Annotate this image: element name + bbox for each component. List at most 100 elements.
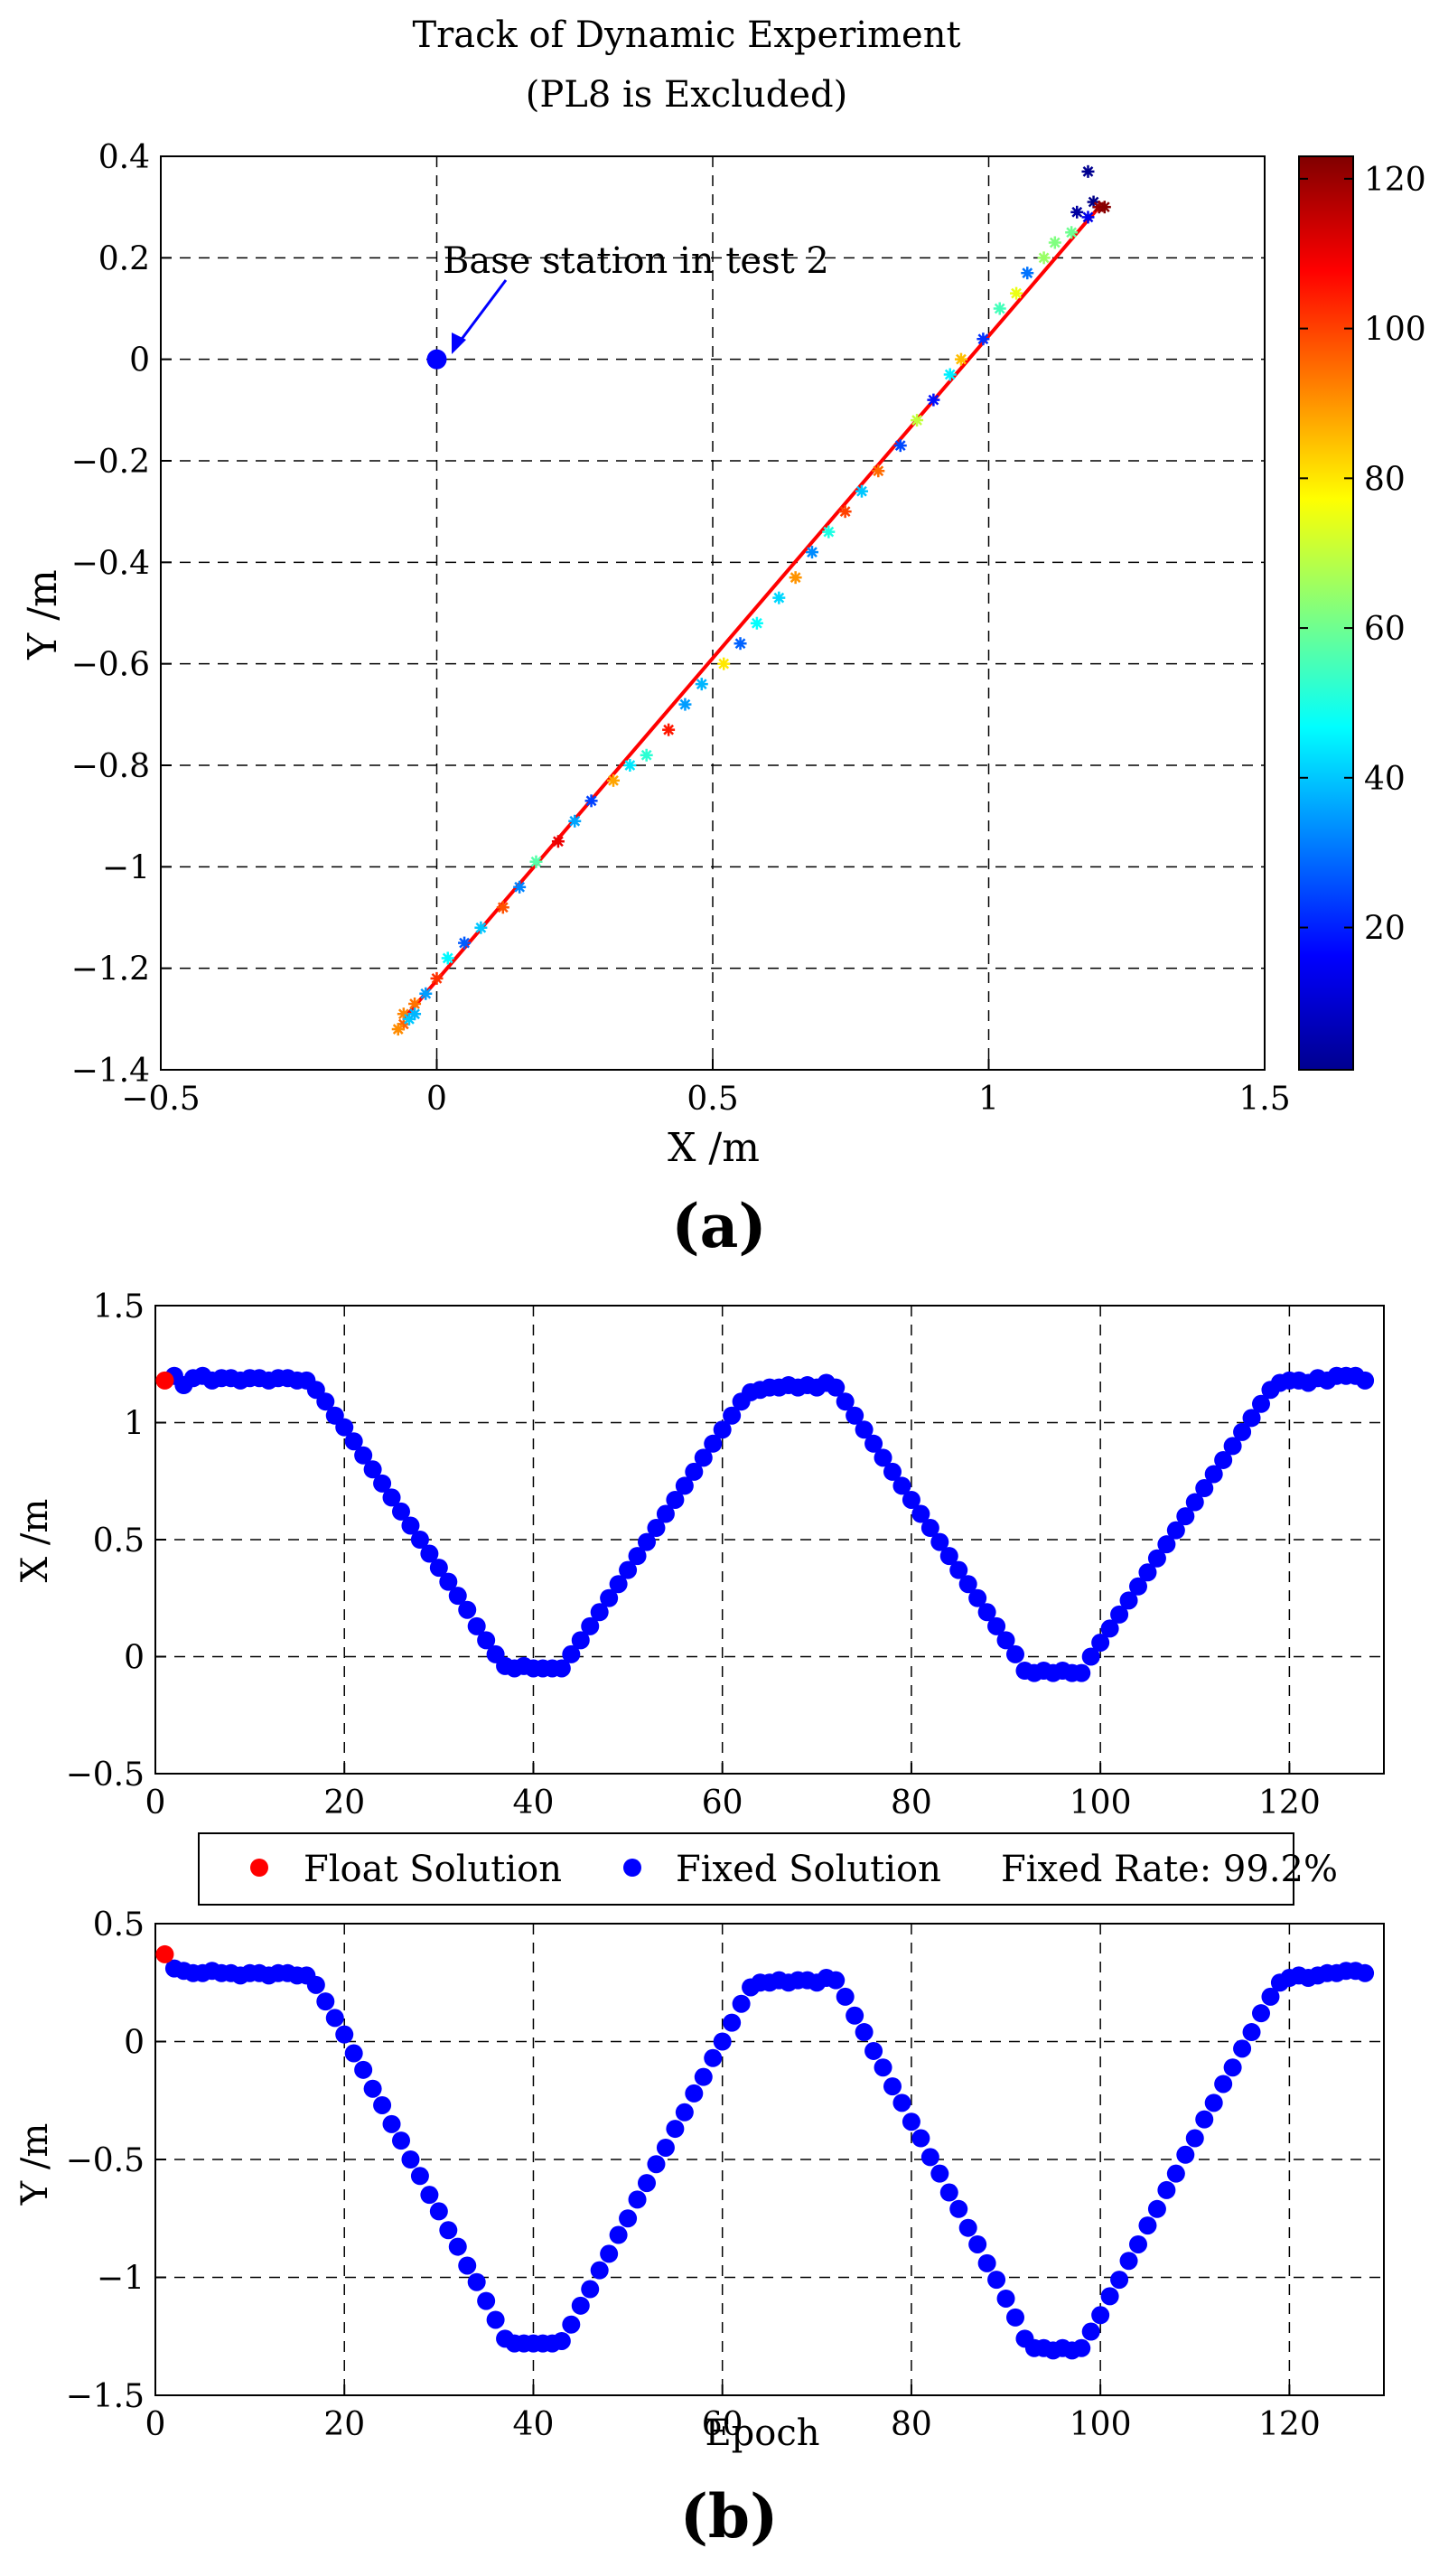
track-point [391,1023,405,1036]
fixed-solution-point [836,1987,855,2006]
chart-title-line-2: (PL8 is Excluded) [526,74,847,116]
fixed-solution-point [1129,2234,1147,2253]
track-point [1065,226,1079,239]
fixed-solution-point [638,2174,656,2193]
fixed-solution-point [316,1392,335,1411]
b-bottom-xtick-label: 0 [145,2406,166,2443]
track-point [551,835,565,848]
fixed-solution-point [382,2114,401,2133]
fixed-solution-point [477,2291,496,2310]
fixed-solution-point [590,1603,609,1622]
legend-float-label: Float Solution [304,1849,562,1890]
b-top-xtick-label: 60 [702,1784,743,1822]
legend-box [198,1832,1294,1906]
colorbar-tick-label: 20 [1364,911,1406,948]
a-xtick-label: 1 [978,1081,999,1118]
track-point [1037,251,1051,265]
fixed-solution-point [930,1532,949,1551]
a-ytick-label: −1 [102,849,150,886]
track-point [623,759,637,772]
fixed-solution-point [656,2138,675,2157]
fixed-solution-point [458,1600,477,1619]
track-point [568,814,582,828]
fixed-solution-point [373,1474,392,1493]
fixed-solution-point [883,1462,902,1481]
track-point [496,901,509,914]
a-ytick-label: −0.8 [71,748,150,785]
fixed-solution-point [883,2077,902,2096]
fixed-solution-point [1261,1987,1280,2006]
colorbar-tick-label: 40 [1364,761,1406,798]
fixed-solution-point [429,1559,448,1578]
b-bottom-ytick-label: −1.5 [66,2378,145,2415]
fixed-solution-point [1166,2164,1185,2183]
b-top-ytick-label: 1 [124,1406,145,1443]
fixed-solution-point [562,1644,581,1663]
y-axis-label-a: Y /m [20,569,66,660]
track-points [391,164,1111,1036]
panel-b-y-plot: 0 20 40 60 80 100 120 0.5 0 −0.5 −1 −1.5 Y /m Epoch… [14,1906,1385,2552]
fixed-solution-point [713,2032,732,2051]
fixed-solution-point [420,1544,439,1563]
fixed-solution-point [448,1587,467,1606]
fixed-solution-point [958,2218,977,2237]
fixed-solution-point [1081,2322,1100,2341]
track-point [408,1007,422,1021]
fixed-solution-point [552,1659,571,1678]
fixed-solution-point [382,1488,401,1507]
b-top-xtick-label: 80 [891,1784,932,1822]
fixed-solution-point [1252,2004,1270,2023]
fixed-solution-point [571,1631,590,1650]
fixed-solution-point [977,1603,996,1622]
fixed-solution-point [694,2067,713,2086]
fixed-solution-point [448,2237,467,2256]
fixed-solution-point [723,2013,742,2032]
fixed-solution-point [694,1448,713,1467]
b-bottom-xtick-label: 40 [513,2406,555,2443]
fixed-solution-point [354,1446,373,1465]
track-point [1070,205,1084,219]
float-solution-point [155,1944,174,1963]
panel-label-b: (b) [680,2481,779,2552]
track-point [1081,164,1095,178]
track-point [954,352,967,366]
fixed-solution-point [1091,1633,1110,1652]
fixed-solution-point [363,1460,382,1479]
y-axis-label-b-top: X /m [14,1499,56,1583]
annotation-arrowhead [452,333,466,354]
fixed-solution-point [1176,2145,1195,2164]
fixed-solution-point [628,1547,647,1566]
fixed-solution-point [354,2060,373,2079]
fixed-solution-point [392,2131,410,2150]
fixed-solution-point [335,1418,354,1437]
fixed-solution-point [1233,2039,1252,2058]
track-point [1010,286,1023,300]
fixed-solution-point [1214,2075,1233,2094]
track-point [805,546,818,559]
fixed-solution-point [410,1531,429,1549]
track-point [1098,201,1111,214]
fixed-solution-point [467,2272,486,2291]
fixed-solution-point [552,2331,571,2350]
fixed-solution-point [920,2148,939,2167]
fixed-solution-point [1356,1963,1375,1982]
grid-b-top [155,1306,1384,1774]
fixed-solution-point [1081,1647,1100,1666]
fixed-solution-point [1223,2058,1242,2077]
fixed-solution-point [429,2202,448,2221]
fixed-solution-point [846,2006,864,2025]
colorbar-ticks: 20 40 60 80 100 120 [1299,162,1426,948]
fixed-solution-point [1356,1371,1375,1390]
fixed-solution-point [486,2310,505,2329]
grid-b-bottom [155,1924,1384,2395]
fixed-solution-point [1252,1394,1270,1413]
track-point [1021,267,1034,280]
track-point [513,880,527,894]
fixed-solution-point [1242,1409,1261,1428]
b-bottom-ytick-label: 0 [124,2025,145,2062]
fixed-solution-point [1223,1437,1242,1456]
track-point [584,794,598,808]
legend: Float Solution Fixed Solution Fixed Rate… [198,1832,1338,1906]
